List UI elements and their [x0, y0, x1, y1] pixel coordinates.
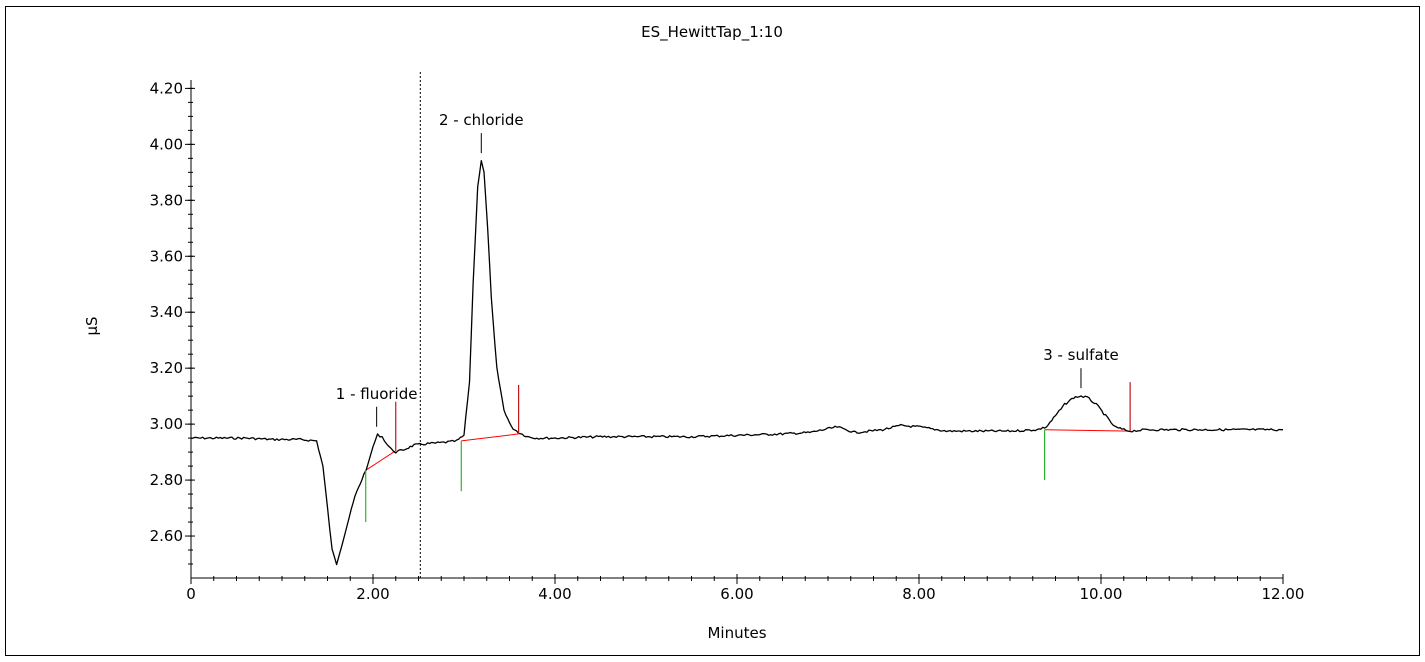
axes: 2.60 2.80 3.00 3.20 3.40 3.60 3.80 4.00 4.20 0 2.0… — [150, 79, 1305, 603]
x-tick-label: 8.00 — [902, 585, 935, 603]
peak-label: 3 - sulfate — [1043, 346, 1119, 364]
peak-baseline — [1044, 429, 1131, 432]
y-tick-label: 3.40 — [150, 303, 183, 321]
peak-baseline — [461, 433, 519, 442]
x-tick-label: 0 — [186, 585, 196, 603]
x-tick-label: 12.00 — [1262, 585, 1305, 603]
chart-marks: 1 - fluoride 2 - chloride 3 - sulfate — [190, 72, 1283, 578]
y-tick-label: 2.80 — [150, 471, 183, 489]
y-tick-label: 3.80 — [150, 191, 183, 209]
chart-title: ES_HewittTap_1:10 — [641, 23, 783, 42]
chromatogram-trace — [190, 159, 1283, 566]
y-axis-title: µS — [83, 316, 101, 335]
x-axis-title: Minutes — [707, 624, 766, 642]
y-tick-label: 3.00 — [150, 415, 183, 433]
y-tick-label: 2.60 — [150, 527, 183, 545]
y-tick-label: 4.00 — [150, 135, 183, 153]
y-tick-label: 3.60 — [150, 247, 183, 265]
x-tick-label: 10.00 — [1080, 585, 1123, 603]
y-tick-label: 3.20 — [150, 359, 183, 377]
x-tick-label: 6.00 — [720, 585, 753, 603]
x-tick-label: 4.00 — [538, 585, 571, 603]
peak-baseline — [365, 450, 397, 471]
chart-frame — [5, 6, 1420, 656]
peak-label: 1 - fluoride — [336, 385, 418, 403]
peak-label: 2 - chloride — [439, 111, 524, 129]
y-tick-label: 4.20 — [150, 79, 183, 97]
x-tick-label: 2.00 — [356, 585, 389, 603]
